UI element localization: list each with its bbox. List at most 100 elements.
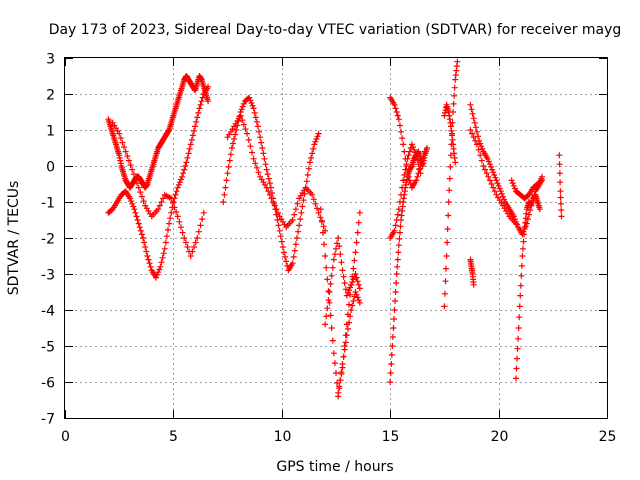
data-point — [274, 217, 281, 223]
data-point — [313, 136, 320, 142]
data-point — [255, 169, 262, 176]
data-point — [445, 199, 452, 205]
data-point — [355, 219, 362, 226]
data-point — [447, 152, 454, 159]
data-point — [298, 209, 305, 216]
data-point — [321, 241, 328, 248]
data-point — [250, 105, 257, 112]
data-point — [282, 253, 289, 260]
data-point — [415, 161, 422, 168]
data-point — [187, 141, 194, 148]
data-point — [346, 287, 353, 294]
data-point — [273, 206, 280, 213]
data-point — [394, 211, 401, 218]
data-point — [249, 102, 256, 109]
data-point — [443, 265, 450, 272]
data-point — [310, 196, 317, 203]
data-point — [477, 140, 484, 147]
data-point — [387, 379, 394, 385]
data-point — [469, 130, 476, 137]
data-point — [224, 170, 231, 177]
data-point — [239, 103, 246, 110]
data-point — [315, 209, 322, 216]
data-point — [228, 145, 235, 151]
y-tick-label: 2 — [46, 88, 55, 104]
data-point — [347, 284, 354, 291]
data-point — [494, 180, 501, 187]
data-point — [557, 188, 564, 195]
data-point — [349, 302, 356, 309]
x-axis-label: GPS time / hours — [276, 459, 393, 475]
data-point — [392, 105, 399, 112]
data-point — [309, 150, 316, 157]
data-point — [131, 206, 138, 213]
data-point — [277, 233, 284, 240]
data-point — [124, 153, 131, 160]
data-point — [311, 141, 318, 148]
data-point — [309, 191, 316, 198]
data-point — [199, 94, 206, 101]
data-point — [328, 272, 335, 279]
data-point — [132, 209, 139, 216]
data-point — [334, 379, 341, 386]
data-point — [421, 148, 428, 155]
data-point — [355, 297, 362, 304]
data-point — [499, 193, 506, 200]
data-point — [471, 119, 478, 126]
data-point — [147, 263, 154, 270]
data-point — [328, 325, 335, 331]
data-point — [159, 254, 166, 261]
data-point — [333, 245, 339, 252]
data-point — [518, 262, 525, 269]
series-track-l — [441, 58, 461, 310]
data-point — [408, 141, 415, 148]
x-tick-labels: 0 5 10 15 20 25 — [61, 429, 616, 445]
x-tick-label: 20 — [491, 429, 509, 445]
data-point — [348, 281, 355, 288]
data-point — [182, 239, 189, 246]
data-point — [197, 101, 204, 108]
data-point — [294, 200, 301, 207]
data-point — [338, 369, 345, 376]
data-point — [335, 393, 342, 400]
data-point — [388, 352, 395, 358]
data-point — [469, 110, 476, 117]
data-point — [333, 370, 339, 376]
data-point — [390, 316, 397, 322]
data-point — [484, 155, 491, 162]
data-point — [418, 159, 425, 166]
y-tick-label: -1 — [41, 196, 55, 212]
data-point — [537, 178, 544, 185]
data-point — [163, 233, 170, 240]
data-point — [164, 226, 171, 233]
series-track-a — [105, 73, 212, 191]
data-point — [400, 177, 407, 184]
data-point — [230, 140, 237, 147]
data-point — [557, 194, 564, 201]
data-point — [264, 171, 271, 178]
data-point — [416, 165, 423, 172]
data-point — [399, 184, 406, 191]
data-point — [168, 209, 175, 216]
data-point — [276, 227, 283, 234]
data-point — [154, 271, 161, 278]
data-point — [290, 253, 297, 260]
data-point — [192, 239, 199, 246]
data-point — [353, 274, 360, 281]
data-point — [190, 244, 197, 250]
data-point — [220, 199, 227, 205]
series-track-e — [224, 112, 329, 234]
data-point — [265, 175, 272, 182]
data-point — [403, 161, 410, 168]
data-point — [514, 345, 521, 352]
data-point — [237, 112, 244, 119]
data-point — [393, 271, 400, 277]
data-point — [512, 220, 519, 227]
data-point — [177, 224, 184, 231]
series-track-s — [556, 152, 565, 220]
data-point — [127, 162, 134, 169]
data-point — [233, 127, 240, 133]
data-point — [142, 244, 149, 250]
data-point — [174, 184, 181, 191]
